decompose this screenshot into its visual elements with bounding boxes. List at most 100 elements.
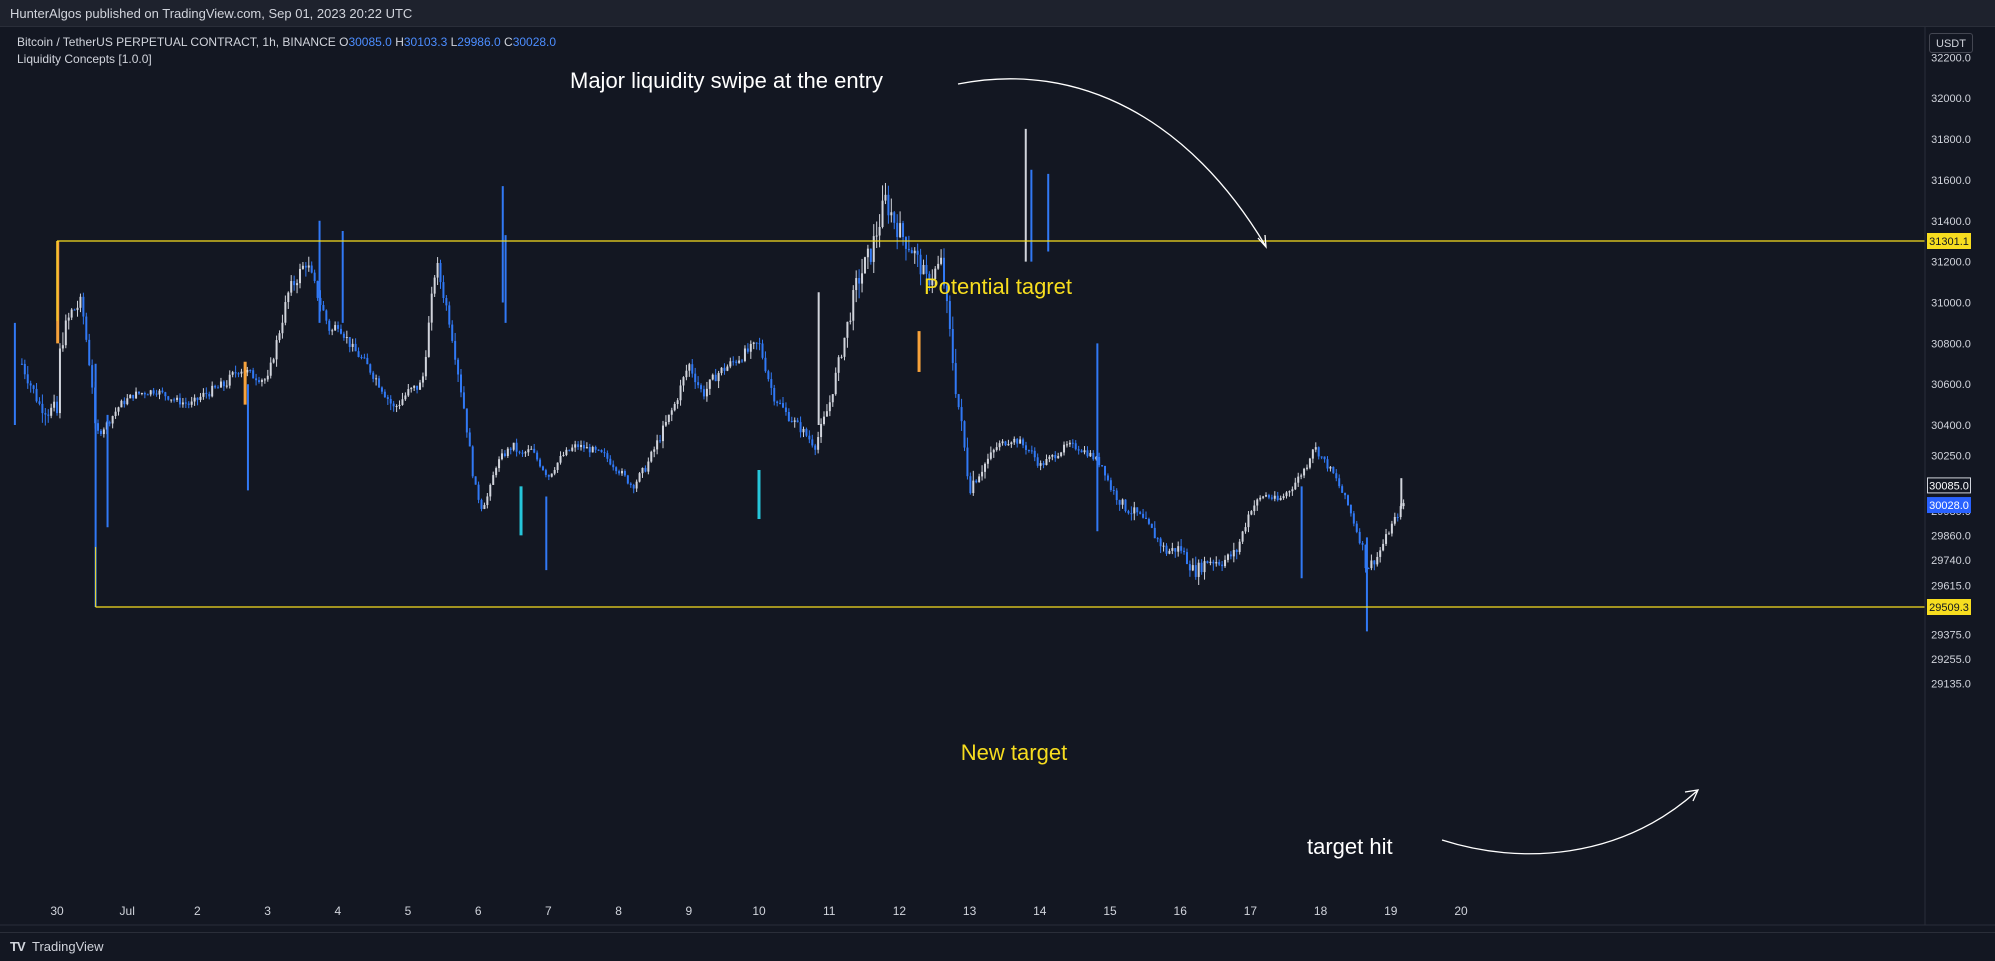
candle-body-388 [1156,538,1159,540]
candle-body-283 [849,320,852,322]
candle-body-260 [782,403,785,408]
candle-body-28 [102,429,105,435]
footer-brand[interactable]: TradingView [32,939,104,954]
candle-body-5 [35,388,38,402]
candle-body-379 [1130,513,1133,515]
candle-body-472 [1402,503,1405,507]
candle-body-78 [249,369,252,371]
candle-body-257 [773,387,776,402]
candle-body-22 [85,316,88,340]
x-tick-20: 20 [1454,904,1468,918]
candle-body-436 [1297,476,1300,483]
candle-body-422 [1256,499,1259,506]
candle-body-230 [694,373,697,383]
candle-body-327 [978,476,981,483]
candle-body-170 [518,451,521,453]
candle-body-195 [591,446,594,453]
candle-body-276 [828,402,831,412]
candle-body-163 [498,459,501,469]
ohlc-high: 30103.3 [403,35,448,49]
candle-body-214 [647,461,650,472]
candle-body-332 [992,449,995,453]
x-tick-4: 4 [334,904,341,918]
candle-body-51 [170,399,173,401]
candle-body-13 [58,348,61,414]
indicator-name[interactable]: Liquidity Concepts [1.0.0] [17,52,152,66]
price-axis: 32200.0 32000.0 31800.0 31600.0 31400.0 31200… [1931,52,1971,690]
candle-body-271 [814,445,817,450]
annotation-liquidity-swipe: Major liquidity swipe at the entry [570,68,883,93]
candle-body-444 [1320,456,1323,458]
y-tick-9: 30400.0 [1931,420,1971,432]
candle-body-4 [32,385,35,389]
potential-target-label: Potential tagret [924,274,1072,299]
x-tick-16: 16 [1174,904,1188,918]
symbol-line: Bitcoin / TetherUS PERPETUAL CONTRACT, 1… [17,34,556,51]
wicks-layer [13,128,1403,632]
tradingview-logo-icon[interactable]: TV [10,939,26,954]
y-tick-7: 30800.0 [1931,338,1971,350]
candle-body-445 [1323,456,1326,460]
candle-body-158 [483,505,486,509]
y-tick-6: 31000.0 [1931,298,1971,310]
candle-body-27 [99,430,102,435]
chart-legend: Bitcoin / TetherUS PERPETUAL CONTRACT, 1… [17,34,556,68]
candle-body-192 [582,444,585,449]
y-tick-15: 29375.0 [1931,629,1971,641]
candle-body-315 [943,257,946,286]
candle-body-140 [430,293,433,323]
arrow-liquidity-swipe [957,78,1266,246]
x-tick-15: 15 [1103,904,1117,918]
candle-body-423 [1259,497,1262,500]
candle-body-325 [972,480,975,494]
candle-body-314 [940,257,943,264]
candle-body-145 [445,298,448,306]
candle-body-446 [1326,459,1329,469]
y-tick-8: 30600.0 [1931,379,1971,391]
candle-body-17 [70,309,73,318]
candle-body-112 [348,337,351,347]
candle-body-218 [659,440,662,442]
candle-body-440 [1308,458,1311,468]
candle-body-45 [152,390,155,394]
candle-body-209 [632,484,635,489]
candle-body-106 [331,330,334,332]
candle-body-36 [126,398,129,405]
candle-body-109 [339,328,342,334]
currency-button[interactable]: USDT [1929,33,1973,53]
candle-body-447 [1329,466,1332,469]
candle-body-79 [252,370,255,379]
x-tick-12: 12 [893,904,907,918]
candle-body-55 [181,402,184,405]
candle-body-329 [983,463,986,472]
candle-body-171 [521,452,524,454]
candle-body-35 [123,400,126,405]
candle-body-200 [606,453,609,459]
candle-body-16 [67,317,70,321]
candle-body-426 [1267,495,1270,498]
candle-body-275 [825,411,828,417]
candle-body-374 [1115,490,1118,501]
candle-body-467 [1387,533,1390,535]
y-tick-3: 31600.0 [1931,175,1971,187]
candle-body-91 [287,292,290,303]
candle-body-335 [1001,441,1004,444]
candle-body-321 [960,407,963,422]
candle-body-302 [904,237,907,249]
candle-body-167 [509,448,512,450]
x-tick-19: 19 [1384,904,1398,918]
candle-body-144 [442,282,445,299]
candle-body-215 [650,451,653,462]
candle-body-162 [495,468,498,476]
candle-body-387 [1153,527,1156,539]
candle-body-459 [1364,544,1367,569]
ohlc-close-label: C [504,35,513,49]
candle-body-70 [225,385,228,387]
candle-body-21 [82,296,85,317]
x-tick-1: Jul [120,904,135,918]
candle-body-454 [1349,504,1352,514]
candle-body-177 [539,459,542,467]
candle-body-131 [404,395,407,400]
candle-body-453 [1346,495,1349,505]
